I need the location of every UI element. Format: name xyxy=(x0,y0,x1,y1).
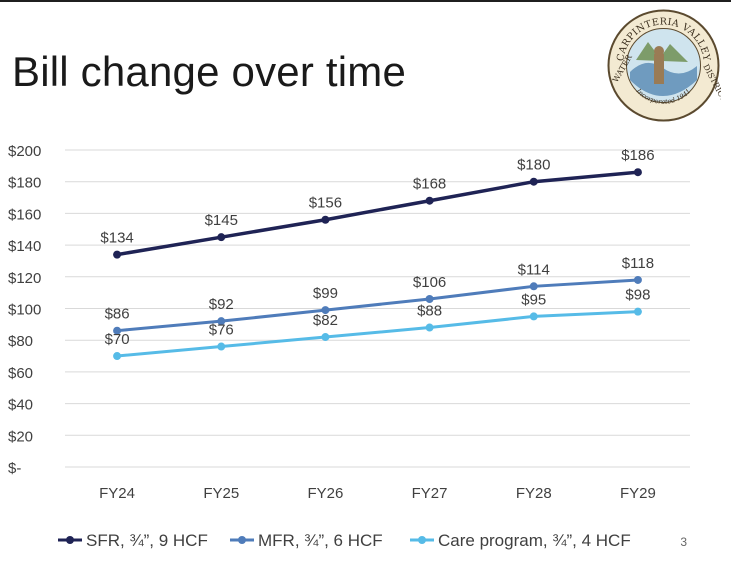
data-point xyxy=(633,168,642,177)
x-tick-label: FY27 xyxy=(412,485,448,502)
series-line-1 xyxy=(115,170,640,257)
data-point xyxy=(217,342,226,351)
legend-entry-2: MFR, ¾”, 6 HCF xyxy=(230,531,383,550)
data-point xyxy=(321,215,330,224)
x-axis-tick-labels: FY24 FY25 FY26 FY27 FY28 FY29 xyxy=(99,485,656,502)
legend-label: SFR, ¾”, 9 HCF xyxy=(86,531,208,550)
data-label: $156 xyxy=(309,195,342,212)
data-point xyxy=(529,177,538,186)
y-tick-label: $200 xyxy=(8,143,41,160)
data-label: $99 xyxy=(313,285,338,302)
series-line-3 xyxy=(115,310,640,358)
data-point xyxy=(217,317,226,326)
data-label: $180 xyxy=(517,157,550,174)
data-point xyxy=(425,196,434,205)
series-line-2 xyxy=(115,278,640,333)
data-point xyxy=(113,326,122,335)
data-label: $86 xyxy=(105,306,130,323)
data-point xyxy=(113,352,122,361)
legend-marker xyxy=(418,536,426,544)
y-tick-label: $100 xyxy=(8,302,41,319)
x-tick-label: FY29 xyxy=(620,485,656,502)
y-axis-tick-labels: $- $20 $40 $60 $80 $100 $120 $140 $160 $180 $200 xyxy=(8,143,41,477)
y-tick-label: $180 xyxy=(8,175,41,192)
top-rule xyxy=(0,0,731,2)
y-tick-label: $160 xyxy=(8,206,41,223)
y-tick-label: $140 xyxy=(8,238,41,255)
legend-marker xyxy=(66,536,74,544)
y-tick-label: $60 xyxy=(8,365,33,382)
data-label: $92 xyxy=(209,296,234,313)
legend-marker xyxy=(238,536,246,544)
legend-entry-3: Care program, ¾”, 4 HCF xyxy=(410,531,631,550)
data-label: $76 xyxy=(209,322,234,339)
x-tick-label: FY25 xyxy=(203,485,239,502)
x-tick-label: FY24 xyxy=(99,485,135,502)
x-tick-label: FY28 xyxy=(516,485,552,502)
gridlines xyxy=(65,149,690,468)
district-logo: CARPINTERIA VALLEY WATER DISTRICT Incorp… xyxy=(607,9,721,122)
data-point xyxy=(113,250,122,259)
x-tick-label: FY26 xyxy=(307,485,343,502)
y-tick-label: $120 xyxy=(8,270,41,287)
data-point xyxy=(633,307,642,316)
data-label: $145 xyxy=(205,212,238,229)
data-point xyxy=(633,275,642,284)
data-label: $118 xyxy=(622,255,654,272)
y-tick-label: $40 xyxy=(8,397,33,414)
legend: SFR, ¾”, 9 HCF MFR, ¾”, 6 HCF Care program… xyxy=(58,531,631,550)
data-label: $88 xyxy=(417,303,442,320)
data-point xyxy=(321,333,330,342)
legend-entry-1: SFR, ¾”, 9 HCF xyxy=(58,531,208,550)
data-label: $70 xyxy=(105,331,130,348)
data-label: $95 xyxy=(521,291,546,308)
legend-label: Care program, ¾”, 4 HCF xyxy=(438,531,631,550)
y-tick-label: $80 xyxy=(8,333,33,350)
data-labels: $134 $145 $156 $168 $180 $186 $86 $92 $99 $106 $11… xyxy=(100,147,654,348)
y-tick-label: $- xyxy=(8,460,21,477)
legend-label: MFR, ¾”, 6 HCF xyxy=(258,531,383,550)
data-point xyxy=(425,294,434,303)
data-label: $186 xyxy=(621,147,654,164)
data-label: $168 xyxy=(413,176,446,193)
data-point xyxy=(321,306,330,315)
slide-title: Bill change over time xyxy=(12,48,407,95)
page-number: 3 xyxy=(680,535,687,549)
data-label: $134 xyxy=(100,230,133,247)
data-point xyxy=(529,282,538,291)
data-label: $106 xyxy=(413,274,446,291)
data-label: $98 xyxy=(625,287,650,304)
data-point xyxy=(217,233,226,242)
data-point xyxy=(425,323,434,332)
data-point xyxy=(529,312,538,321)
data-label: $114 xyxy=(518,261,550,278)
series-lines xyxy=(113,168,642,361)
y-tick-label: $20 xyxy=(8,428,33,445)
data-label: $82 xyxy=(313,312,338,329)
